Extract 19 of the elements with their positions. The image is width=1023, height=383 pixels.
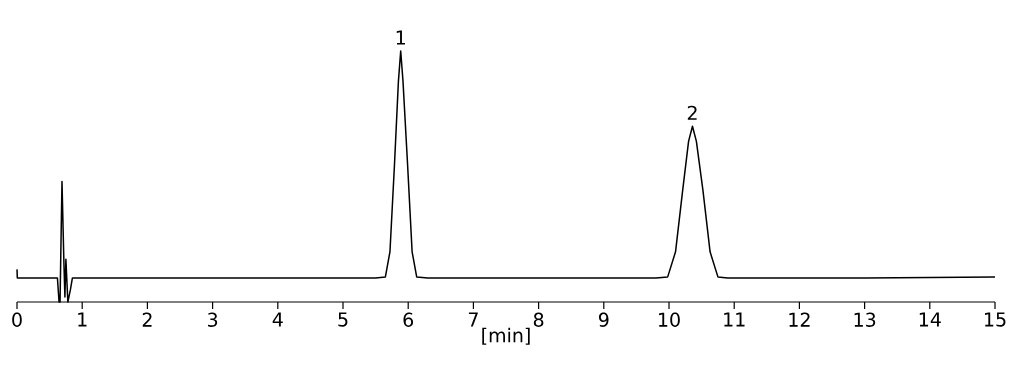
x-tick-label: 12 bbox=[789, 312, 810, 327]
x-tick-label: 5 bbox=[338, 312, 348, 327]
x-tick-label: 15 bbox=[985, 312, 1006, 327]
x-tick-label: 4 bbox=[272, 312, 283, 327]
x-tick-label: 7 bbox=[468, 312, 478, 327]
x-tick-label: 11 bbox=[724, 312, 745, 327]
annotation: 1 bbox=[396, 30, 405, 45]
x-tick-label: 2 bbox=[142, 312, 152, 327]
annotation: 2 bbox=[687, 105, 697, 120]
x-axis-title: [min] bbox=[482, 327, 530, 345]
x-tick-label: 10 bbox=[659, 312, 680, 327]
x-tick-label: 13 bbox=[854, 312, 876, 327]
x-tick-label: 8 bbox=[533, 312, 544, 327]
x-tick-label: 6 bbox=[403, 312, 414, 327]
x-tick-label: 14 bbox=[919, 312, 941, 327]
x-tick-label: 3 bbox=[208, 312, 218, 327]
x-tick-label: 9 bbox=[598, 312, 609, 327]
x-tick-label: 0 bbox=[12, 312, 22, 327]
x-tick-label: 1 bbox=[78, 312, 87, 327]
